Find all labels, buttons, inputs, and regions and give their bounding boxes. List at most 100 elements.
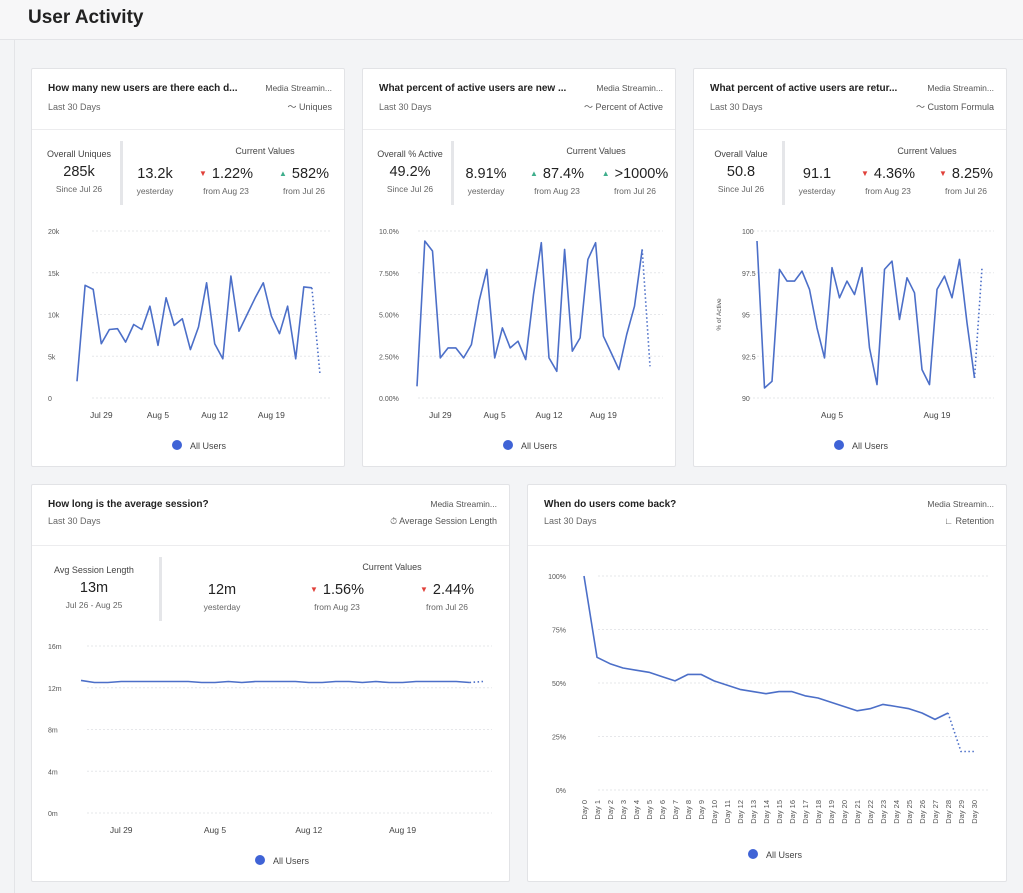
stat-note: yesterday	[467, 186, 505, 196]
chart-card[interactable]: How many new users are there each d... Me…	[31, 68, 345, 467]
card-subheader-row: Last 30 Days 〜 Custom Formula	[710, 100, 994, 113]
x-tick-label: Day 23	[879, 800, 888, 824]
x-tick-label: Day 26	[918, 800, 927, 824]
y-tick-label: 10k	[48, 313, 60, 320]
card-header-row: What percent of active users are new ...…	[379, 83, 663, 94]
y-tick-label: 75%	[552, 628, 566, 635]
value: >1000%	[614, 166, 669, 182]
change-stat: ▼ 2.44% from Jul 26	[397, 577, 497, 612]
project-name[interactable]: Media Streamin...	[927, 499, 994, 509]
chart-card[interactable]: What percent of active users are new ...…	[362, 68, 676, 467]
x-tick-label: Day 7	[671, 800, 680, 820]
y-tick-label: 100	[742, 229, 754, 236]
y-tick-label: 0	[48, 396, 52, 403]
y-tick-label: 100%	[548, 574, 566, 581]
stat-note: from Jul 26	[425, 602, 469, 612]
project-name[interactable]: Media Streamin...	[596, 83, 663, 93]
x-tick-label: Day 3	[619, 800, 628, 820]
x-tick-label: Day 13	[749, 800, 758, 824]
metric-text: Uniques	[298, 102, 332, 112]
date-range[interactable]: Last 30 Days	[710, 102, 763, 112]
stat-note: from Jul 26	[944, 186, 988, 196]
yesterday-stat: 91.1 yesterday	[786, 161, 848, 196]
change-stat: ▼ 1.22% from Aug 23	[188, 161, 264, 196]
arrow-down-icon: ▼	[938, 169, 947, 178]
value: 50.8	[726, 164, 756, 180]
stat-value: 91.1	[786, 166, 848, 182]
yesterday-stat: 13.2k yesterday	[124, 161, 186, 196]
x-tick-label: Aug 5	[204, 825, 226, 835]
card-title[interactable]: How long is the average session?	[48, 499, 209, 510]
stat-label: Overall Uniques	[46, 149, 112, 159]
y-tick-label: 4m	[48, 769, 58, 776]
x-tick-label: Jul 29	[429, 410, 452, 420]
x-tick-label: Day 10	[710, 800, 719, 824]
date-range[interactable]: Last 30 Days	[48, 102, 101, 112]
legend-item[interactable]: All Users	[748, 849, 802, 860]
project-name[interactable]: Media Streamin...	[927, 83, 994, 93]
metric-label[interactable]: 〜 Percent of Active	[584, 100, 663, 113]
card-header-row: How long is the average session? Media St…	[48, 499, 497, 510]
stat-note: from Aug 23	[865, 186, 911, 196]
date-range[interactable]: Last 30 Days	[544, 516, 597, 526]
stat-value: ▼ 2.44%	[397, 582, 497, 598]
card-title[interactable]: When do users come back?	[544, 499, 677, 510]
x-tick-label: Aug 19	[590, 410, 617, 420]
value: 1.22%	[211, 166, 254, 182]
overall-stat: Overall Uniques 285k Since Jul 26	[40, 149, 118, 194]
card-subheader-row: Last 30 Days ∟ Retention	[544, 516, 994, 526]
y-tick-label: 50%	[552, 681, 566, 688]
divider	[528, 545, 1006, 546]
divider	[694, 129, 1006, 130]
y-tick-label: 90	[742, 396, 750, 403]
stat-value: ▼ 4.36%	[850, 166, 926, 182]
stat-note: from Jul 26	[613, 186, 657, 196]
legend-item[interactable]: All Users	[834, 440, 888, 451]
card-subheader-row: Last 30 Days 〜 Uniques	[48, 100, 332, 113]
legend-item[interactable]: All Users	[172, 440, 226, 451]
line-chart: 0% 25% 50% 75% 100% Day 0 Day 1 Day 2 Day 3 Day 4…	[548, 574, 988, 824]
card-title[interactable]: What percent of active users are retur..…	[710, 83, 898, 94]
metric-label[interactable]: 〜 Custom Formula	[916, 100, 994, 113]
card-header-row: What percent of active users are retur..…	[710, 83, 994, 94]
y-tick-label: 0.00%	[379, 396, 399, 403]
y-tick-label: 8m	[48, 728, 58, 735]
arrow-up-icon: ▲	[278, 169, 287, 178]
value: 12m	[207, 582, 237, 598]
card-title[interactable]: How many new users are there each d...	[48, 83, 238, 94]
date-range[interactable]: Last 30 Days	[379, 102, 432, 112]
x-tick-label: Aug 19	[389, 825, 416, 835]
metric-text: Custom Formula	[927, 102, 994, 112]
y-tick-label: 97.5	[742, 271, 756, 278]
arrow-down-icon: ▼	[309, 585, 318, 594]
card-title[interactable]: What percent of active users are new ...	[379, 83, 567, 94]
arrow-up-icon: ▲	[529, 169, 538, 178]
current-values-label: Current Values	[235, 146, 295, 156]
legend-dot-icon	[255, 855, 265, 865]
divider	[159, 557, 162, 621]
stat-note: Jul 26 - Aug 25	[65, 600, 123, 610]
series-line-incomplete	[973, 267, 983, 379]
x-tick-label: Day 29	[957, 800, 966, 824]
project-name[interactable]: Media Streamin...	[430, 499, 497, 509]
value: 285k	[63, 164, 95, 180]
stat-value: ▲ >1000%	[597, 166, 673, 182]
project-name[interactable]: Media Streamin...	[265, 83, 332, 93]
chart-card[interactable]: When do users come back? Media Streamin..…	[527, 484, 1007, 882]
stat-note: Since Jul 26	[717, 184, 765, 194]
chart-card[interactable]: How long is the average session? Media St…	[31, 484, 510, 882]
change-stat: ▲ 582% from Jul 26	[266, 161, 342, 196]
legend-item[interactable]: All Users	[503, 440, 557, 451]
chart-card[interactable]: What percent of active users are retur..…	[693, 68, 1007, 467]
legend-item[interactable]: All Users	[255, 855, 309, 866]
series-line-incomplete	[311, 287, 321, 375]
metric-label[interactable]: ∟ Retention	[944, 516, 994, 526]
metric-label[interactable]: ⏱ Average Session Length	[390, 516, 497, 527]
x-tick-label: Aug 12	[295, 825, 322, 835]
metric-label[interactable]: 〜 Uniques	[287, 100, 332, 113]
date-range[interactable]: Last 30 Days	[48, 516, 101, 526]
y-tick-label: 7.50%	[379, 271, 399, 278]
value: 13.2k	[137, 166, 173, 182]
x-tick-label: Day 18	[814, 800, 823, 824]
stat-note: from Aug 23	[534, 186, 580, 196]
